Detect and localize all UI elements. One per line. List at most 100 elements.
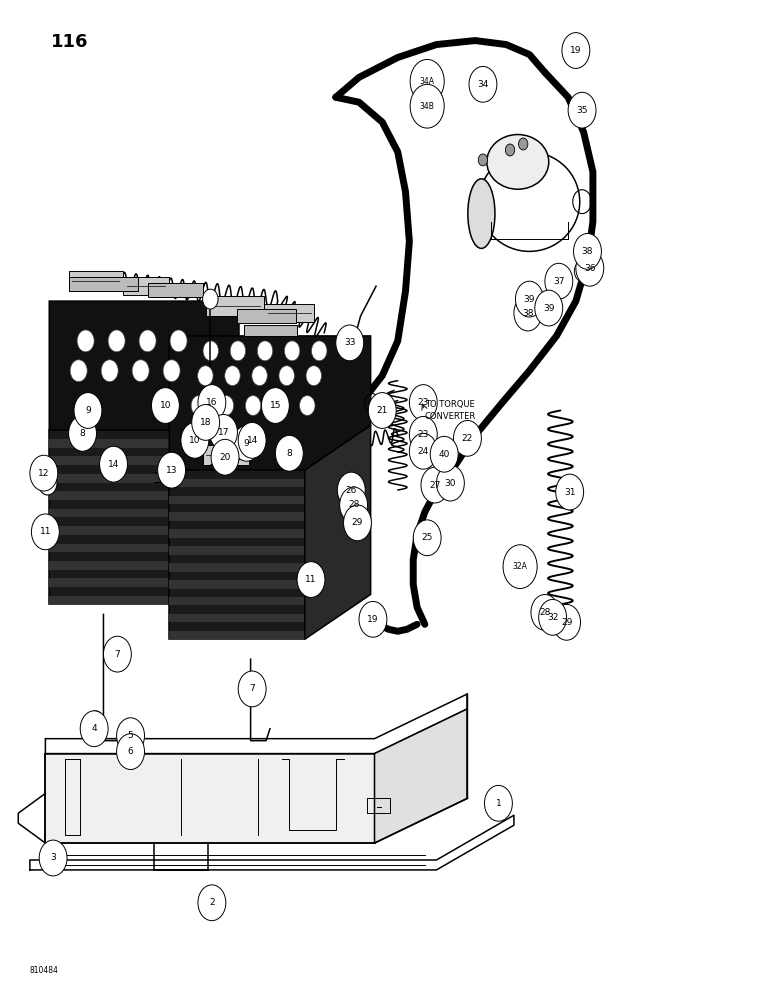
Polygon shape — [49, 474, 173, 483]
Circle shape — [108, 330, 125, 352]
Circle shape — [551, 269, 566, 289]
Circle shape — [275, 435, 303, 471]
Circle shape — [246, 396, 261, 415]
Polygon shape — [169, 336, 370, 470]
Circle shape — [218, 396, 234, 415]
Circle shape — [80, 711, 108, 747]
Text: 9: 9 — [85, 406, 90, 415]
Text: 38: 38 — [522, 309, 534, 318]
Text: 810484: 810484 — [30, 966, 58, 975]
Circle shape — [445, 472, 456, 488]
Polygon shape — [69, 277, 138, 291]
Text: 23: 23 — [417, 430, 429, 439]
Circle shape — [203, 341, 218, 361]
Circle shape — [368, 393, 396, 428]
Circle shape — [410, 84, 445, 128]
Circle shape — [535, 290, 562, 326]
Polygon shape — [169, 496, 305, 504]
Circle shape — [562, 33, 590, 68]
Polygon shape — [45, 754, 374, 843]
Circle shape — [104, 636, 131, 672]
Text: 6: 6 — [128, 747, 133, 756]
Circle shape — [252, 366, 268, 386]
Text: 34: 34 — [477, 80, 488, 89]
Circle shape — [410, 416, 438, 452]
Ellipse shape — [468, 179, 495, 248]
Text: 13: 13 — [166, 466, 177, 475]
Circle shape — [306, 366, 321, 386]
Polygon shape — [49, 596, 173, 604]
Text: 33: 33 — [344, 338, 356, 347]
Polygon shape — [305, 425, 370, 639]
Polygon shape — [169, 580, 305, 589]
Circle shape — [574, 241, 590, 261]
Circle shape — [410, 59, 445, 103]
Circle shape — [531, 594, 558, 630]
Circle shape — [39, 840, 67, 876]
Text: 15: 15 — [270, 401, 281, 410]
Circle shape — [163, 360, 180, 382]
Circle shape — [519, 138, 528, 150]
Polygon shape — [374, 709, 467, 843]
Circle shape — [417, 525, 438, 551]
Circle shape — [211, 439, 239, 475]
Bar — [206, 296, 264, 316]
Circle shape — [453, 420, 481, 456]
Circle shape — [132, 360, 149, 382]
Bar — [218, 439, 255, 457]
Circle shape — [553, 604, 580, 640]
Text: 18: 18 — [200, 418, 211, 427]
Text: 32: 32 — [547, 613, 558, 622]
Circle shape — [198, 385, 226, 420]
Polygon shape — [169, 631, 305, 639]
Circle shape — [117, 734, 144, 769]
Circle shape — [198, 412, 211, 428]
Circle shape — [158, 452, 186, 488]
Circle shape — [437, 465, 464, 501]
Circle shape — [197, 366, 213, 386]
Circle shape — [478, 154, 488, 166]
Text: 34B: 34B — [420, 102, 434, 111]
Circle shape — [198, 885, 226, 921]
Polygon shape — [49, 544, 173, 552]
Text: 17: 17 — [218, 428, 229, 437]
Text: 30: 30 — [445, 479, 456, 488]
Text: 19: 19 — [367, 615, 379, 624]
Polygon shape — [169, 512, 305, 521]
Polygon shape — [49, 439, 173, 448]
Circle shape — [70, 360, 87, 382]
Bar — [264, 304, 314, 322]
Circle shape — [191, 396, 207, 415]
Text: 4: 4 — [91, 724, 97, 733]
Circle shape — [118, 722, 132, 740]
Text: 32A: 32A — [512, 562, 527, 571]
Polygon shape — [49, 301, 239, 430]
Circle shape — [429, 472, 441, 488]
Circle shape — [311, 341, 327, 361]
Circle shape — [30, 455, 58, 491]
Circle shape — [101, 360, 119, 382]
Polygon shape — [195, 487, 239, 531]
Circle shape — [540, 298, 555, 318]
Polygon shape — [169, 470, 305, 639]
Circle shape — [555, 474, 583, 510]
Text: 2: 2 — [209, 898, 215, 907]
Polygon shape — [45, 694, 467, 754]
Text: 1: 1 — [495, 799, 502, 808]
Polygon shape — [169, 479, 305, 487]
Text: 3: 3 — [50, 853, 56, 862]
Text: 116: 116 — [51, 33, 88, 51]
Circle shape — [503, 545, 537, 589]
Circle shape — [218, 420, 229, 436]
Circle shape — [238, 422, 266, 458]
Circle shape — [347, 513, 358, 527]
Circle shape — [181, 422, 209, 458]
Bar — [69, 271, 122, 291]
Polygon shape — [244, 325, 297, 336]
Circle shape — [574, 261, 590, 281]
Text: 10: 10 — [189, 436, 200, 445]
Text: 12: 12 — [38, 469, 49, 478]
Polygon shape — [169, 614, 305, 622]
Polygon shape — [169, 546, 305, 555]
Text: 40: 40 — [438, 450, 450, 459]
